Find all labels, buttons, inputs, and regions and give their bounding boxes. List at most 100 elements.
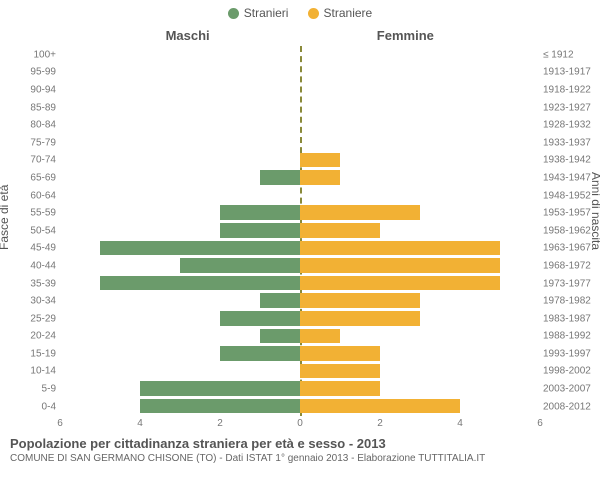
pyramid-row: 40-441968-1972 — [60, 257, 540, 275]
pyramid-row: 60-641948-1952 — [60, 187, 540, 205]
column-title-male: Maschi — [166, 28, 210, 43]
age-label: 40-44 — [8, 260, 56, 271]
birth-years-label: 1973-1977 — [543, 278, 595, 289]
bar-female — [300, 258, 500, 273]
age-label: 20-24 — [8, 331, 56, 342]
pyramid-row: 70-741938-1942 — [60, 152, 540, 170]
pyramid-row: 35-391973-1977 — [60, 275, 540, 293]
pyramid-row: 15-191993-1997 — [60, 345, 540, 363]
bar-female — [300, 153, 340, 168]
pyramid-row: 50-541958-1962 — [60, 222, 540, 240]
birth-years-label: 1963-1967 — [543, 243, 595, 254]
bar-male — [220, 205, 300, 220]
pyramid-row: 25-291983-1987 — [60, 310, 540, 328]
bar-female — [300, 293, 420, 308]
pyramid-row: 95-991913-1917 — [60, 64, 540, 82]
birth-years-label: 1933-1937 — [543, 137, 595, 148]
age-label: 75-79 — [8, 137, 56, 148]
age-label: 30-34 — [8, 296, 56, 307]
pyramid-row: 5-92003-2007 — [60, 380, 540, 398]
population-pyramid-chart: Stranieri Straniere Fasce di età Anni di… — [0, 0, 600, 500]
age-label: 80-84 — [8, 120, 56, 131]
pyramid-row: 30-341978-1982 — [60, 292, 540, 310]
legend: Stranieri Straniere — [0, 0, 600, 28]
age-label: 0-4 — [8, 401, 56, 412]
birth-years-label: 1938-1942 — [543, 155, 595, 166]
birth-years-label: 1948-1952 — [543, 190, 595, 201]
bar-female — [300, 399, 460, 414]
column-title-female: Femmine — [377, 28, 434, 43]
birth-years-label: 1923-1927 — [543, 102, 595, 113]
birth-years-label: 1998-2002 — [543, 366, 595, 377]
x-tick-label: 2 — [217, 418, 223, 429]
age-label: 60-64 — [8, 190, 56, 201]
bar-male — [100, 241, 300, 256]
bar-female — [300, 329, 340, 344]
x-tick-label: 6 — [57, 418, 63, 429]
birth-years-label: 1913-1917 — [543, 67, 595, 78]
age-label: 65-69 — [8, 172, 56, 183]
age-label: 70-74 — [8, 155, 56, 166]
pyramid-row: 10-141998-2002 — [60, 363, 540, 381]
bar-female — [300, 311, 420, 326]
age-label: 100+ — [8, 49, 56, 60]
x-tick-label: 4 — [457, 418, 463, 429]
birth-years-label: 1988-1992 — [543, 331, 595, 342]
pyramid-row: 45-491963-1967 — [60, 240, 540, 258]
birth-years-label: 1953-1957 — [543, 208, 595, 219]
birth-years-label: 2003-2007 — [543, 384, 595, 395]
pyramid-row: 65-691943-1947 — [60, 169, 540, 187]
bar-female — [300, 223, 380, 238]
birth-years-label: ≤ 1912 — [543, 49, 595, 60]
legend-item-female: Straniere — [308, 6, 373, 20]
column-titles: Maschi Femmine — [60, 28, 540, 46]
age-label: 35-39 — [8, 278, 56, 289]
birth-years-label: 1918-1922 — [543, 84, 595, 95]
x-tick-label: 4 — [137, 418, 143, 429]
bar-female — [300, 170, 340, 185]
birth-years-label: 1983-1987 — [543, 313, 595, 324]
pyramid-row: 20-241988-1992 — [60, 328, 540, 346]
birth-years-label: 1928-1932 — [543, 120, 595, 131]
circle-icon — [308, 8, 319, 19]
age-label: 90-94 — [8, 84, 56, 95]
pyramid-row: 85-891923-1927 — [60, 99, 540, 117]
bar-male — [260, 170, 300, 185]
bar-male — [180, 258, 300, 273]
chart-subtitle: COMUNE DI SAN GERMANO CHISONE (TO) - Dat… — [10, 453, 590, 464]
bar-female — [300, 205, 420, 220]
age-label: 45-49 — [8, 243, 56, 254]
pyramid-row: 90-941918-1922 — [60, 81, 540, 99]
bar-female — [300, 241, 500, 256]
rows-area: 100+≤ 191295-991913-191790-941918-192285… — [60, 46, 540, 416]
bar-female — [300, 346, 380, 361]
birth-years-label: 2008-2012 — [543, 401, 595, 412]
pyramid-row: 0-42008-2012 — [60, 398, 540, 416]
x-tick-label: 2 — [377, 418, 383, 429]
bar-male — [260, 329, 300, 344]
birth-years-label: 1968-1972 — [543, 260, 595, 271]
age-label: 55-59 — [8, 208, 56, 219]
x-tick-label: 6 — [537, 418, 543, 429]
bar-female — [300, 381, 380, 396]
age-label: 95-99 — [8, 67, 56, 78]
circle-icon — [228, 8, 239, 19]
age-label: 50-54 — [8, 225, 56, 236]
pyramid-row: 100+≤ 1912 — [60, 46, 540, 64]
x-axis: 6 4 2 0 2 4 6 — [60, 416, 540, 436]
legend-label-male: Stranieri — [244, 6, 289, 20]
age-label: 25-29 — [8, 313, 56, 324]
bar-male — [100, 276, 300, 291]
birth-years-label: 1943-1947 — [543, 172, 595, 183]
bar-male — [140, 399, 300, 414]
bar-male — [220, 223, 300, 238]
bar-male — [220, 346, 300, 361]
birth-years-label: 1993-1997 — [543, 348, 595, 359]
pyramid-row: 80-841928-1932 — [60, 116, 540, 134]
age-label: 10-14 — [8, 366, 56, 377]
bar-female — [300, 276, 500, 291]
x-tick-label: 0 — [297, 418, 303, 429]
plot-area: Maschi Femmine 100+≤ 191295-991913-19179… — [60, 28, 540, 436]
legend-label-female: Straniere — [324, 6, 373, 20]
bar-male — [260, 293, 300, 308]
